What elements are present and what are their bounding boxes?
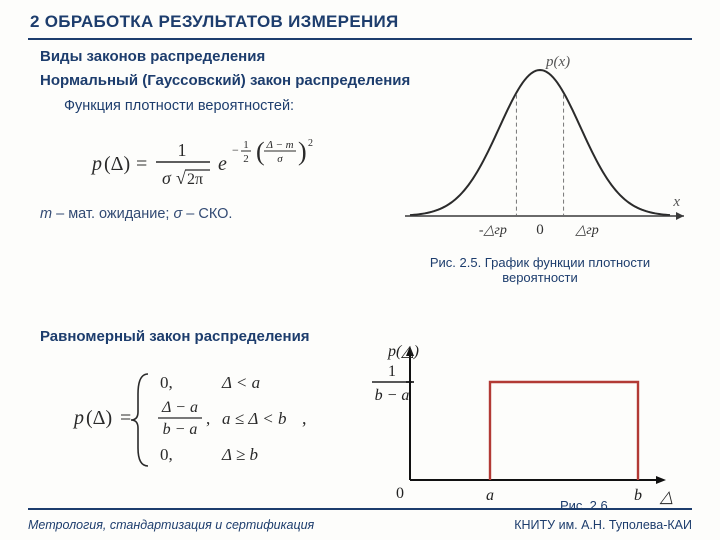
- svg-text:p: p: [90, 153, 102, 175]
- divider-top: [28, 38, 692, 40]
- svg-text:2π: 2π: [187, 171, 203, 188]
- svg-text:-△гр: -△гр: [479, 223, 507, 238]
- svg-text:p(x): p(x): [545, 54, 570, 70]
- divider-bottom: [28, 508, 692, 510]
- params-note: m – мат. ожидание; σ – СКО.: [40, 206, 232, 222]
- svg-text:e: e: [218, 153, 227, 175]
- svg-text:a ≤ Δ < b: a ≤ Δ < b: [222, 409, 286, 428]
- svg-text:=: =: [120, 407, 131, 429]
- svg-text:p: p: [72, 407, 84, 429]
- uniform-figure: p(△) △ 0 a b 1 b − a: [350, 340, 680, 515]
- svg-text:σ: σ: [277, 153, 283, 165]
- svg-text:−: −: [232, 143, 239, 157]
- gauss-caption: Рис. 2.5. График функции плотностивероят…: [390, 255, 690, 285]
- svg-text:1: 1: [388, 363, 396, 380]
- svg-text:(Δ): (Δ): [86, 407, 112, 429]
- svg-text:x: x: [672, 194, 680, 210]
- uniform-caption: Рис. 2.6: [560, 498, 608, 513]
- svg-text:,: ,: [206, 409, 210, 428]
- heading-types: Виды законов распределения: [40, 48, 265, 65]
- formula-uniform: p(Δ) = 0, Δ < a Δ − a b − a, a ≤ Δ < b, 0, Δ ≥ b: [72, 360, 312, 485]
- svg-text:Δ − a: Δ − a: [161, 399, 198, 416]
- svg-text:b − a: b − a: [163, 421, 198, 438]
- footer-left: Метрология, стандартизация и сертификаци…: [28, 518, 314, 532]
- svg-text:△гр: △гр: [575, 223, 599, 238]
- svg-text:=: =: [136, 153, 147, 175]
- svg-text:b: b: [634, 487, 642, 504]
- heading-uniform: Равномерный закон распределения: [40, 328, 310, 345]
- svg-text:0: 0: [536, 222, 544, 238]
- formula-gauss: p(Δ)=1σ√2πe−12()Δ − mσ2: [90, 126, 350, 201]
- gauss-figure: p(x) x 0 -△гр △гр Рис. 2.5. График функции п…: [390, 48, 690, 285]
- page-title: 2 ОБРАБОТКА РЕЗУЛЬТАТОВ ИЗМЕРЕНИЯ: [30, 12, 399, 32]
- svg-text:√: √: [176, 168, 186, 188]
- svg-text:0,: 0,: [160, 445, 173, 464]
- svg-text:a: a: [486, 487, 494, 504]
- svg-text:(: (: [256, 137, 265, 166]
- svg-text:△: △: [659, 487, 673, 506]
- label-pdf-func: Функция плотности вероятностей:: [64, 98, 294, 114]
- svg-text:(Δ): (Δ): [104, 153, 130, 175]
- svg-text:1: 1: [243, 139, 249, 151]
- svg-text:,: ,: [302, 408, 307, 428]
- svg-text:1: 1: [178, 140, 187, 160]
- svg-text:Δ − m: Δ − m: [265, 139, 293, 151]
- svg-text:2: 2: [243, 153, 249, 165]
- heading-gauss: Нормальный (Гауссовский) закон распредел…: [40, 72, 410, 89]
- svg-text:): ): [298, 137, 307, 166]
- svg-text:Δ ≥ b: Δ ≥ b: [221, 445, 258, 464]
- footer-right: КНИТУ им. А.Н. Туполева-КАИ: [514, 518, 692, 532]
- svg-text:0,: 0,: [160, 373, 173, 392]
- svg-text:b − a: b − a: [375, 387, 410, 404]
- svg-text:σ: σ: [162, 168, 172, 188]
- svg-text:2: 2: [308, 138, 313, 149]
- svg-text:p(△): p(△): [387, 343, 419, 360]
- svg-text:0: 0: [396, 485, 404, 502]
- svg-text:Δ < a: Δ < a: [221, 373, 260, 392]
